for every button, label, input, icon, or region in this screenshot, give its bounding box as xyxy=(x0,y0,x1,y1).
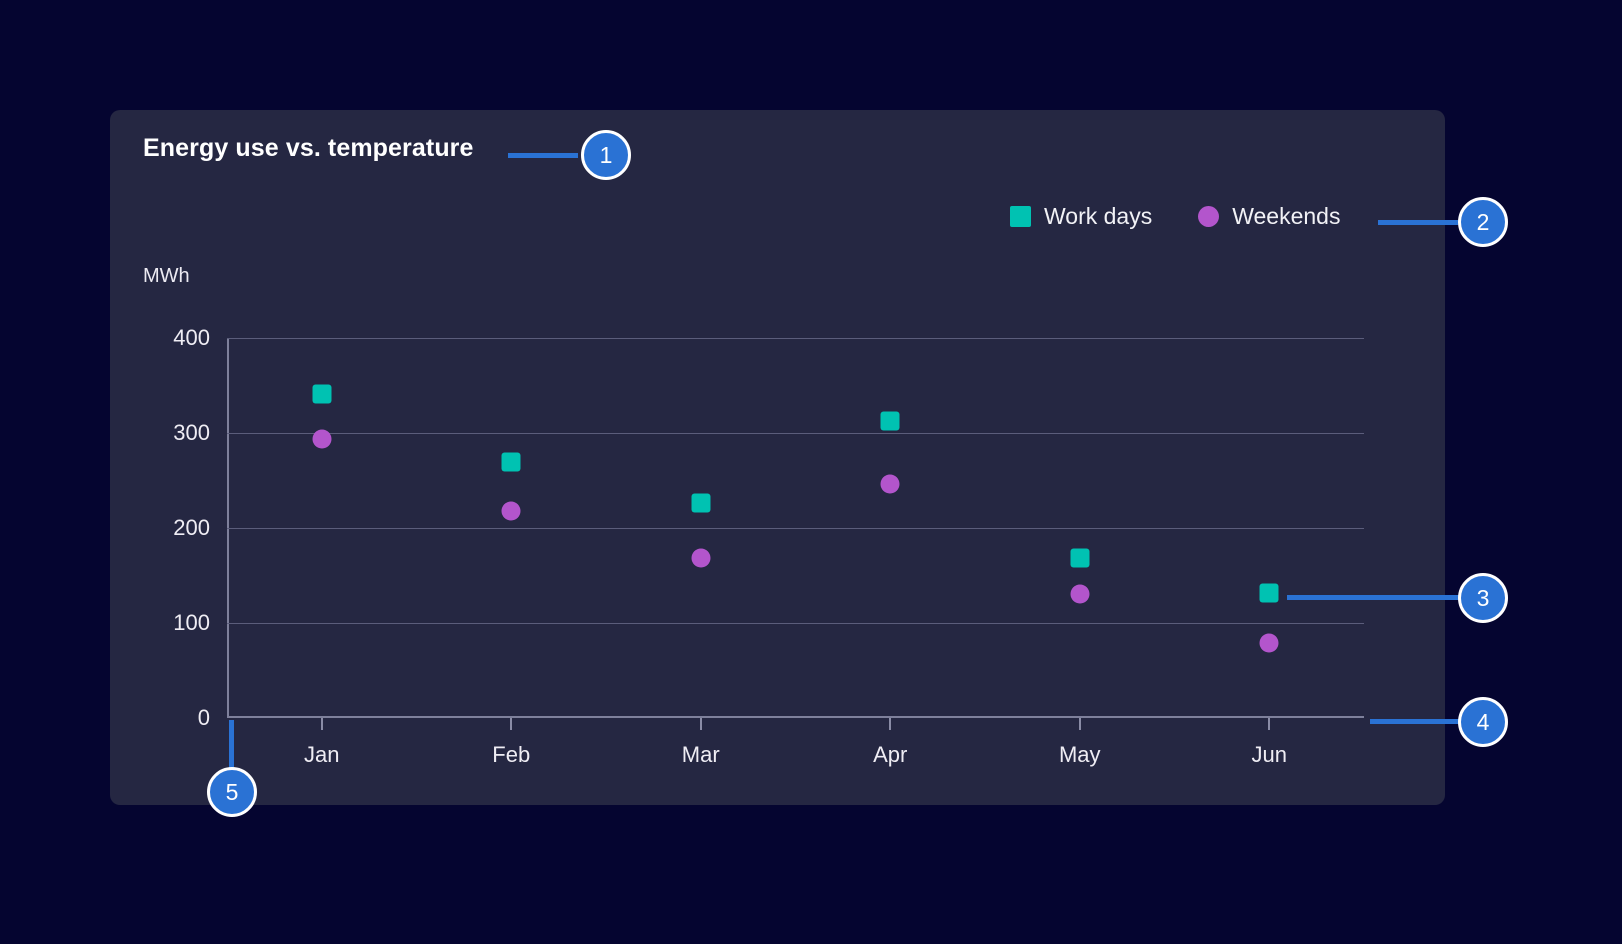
gridline xyxy=(227,623,1364,624)
gridline xyxy=(227,433,1364,434)
plot-area: 0 100 200 300 400 Jan Feb Mar Apr May Jun xyxy=(173,325,1364,767)
circle-icon xyxy=(1198,206,1220,227)
data-point-jun-work-days[interactable] xyxy=(1259,583,1279,603)
callout-leader-line xyxy=(1287,595,1459,600)
x-axis-tick-label: Jun xyxy=(1251,742,1287,767)
y-axis-tick-label: 100 xyxy=(173,610,210,635)
square-icon xyxy=(1010,206,1031,227)
y-axis-tick-label: 400 xyxy=(173,325,210,350)
data-point-may-work-days[interactable] xyxy=(1070,548,1090,568)
x-axis-tick-label: May xyxy=(1058,742,1101,767)
data-point-jan-work-days[interactable] xyxy=(312,384,332,404)
x-axis-tick-label: Jan xyxy=(304,742,340,767)
y-axis-unit-label: MWh xyxy=(143,265,190,287)
data-point-may-weekends[interactable] xyxy=(1070,584,1090,604)
data-point-mar-weekends[interactable] xyxy=(691,548,711,568)
legend-item-label: Work days xyxy=(1044,203,1153,229)
x-axis-tick-mark xyxy=(510,718,513,730)
callout-badge-1[interactable]: 1 xyxy=(581,130,631,180)
x-axis-tick-mark xyxy=(889,718,892,730)
x-axis-tick-mark xyxy=(1268,718,1271,730)
callout-badge-5[interactable]: 5 xyxy=(207,767,257,817)
data-point-feb-work-days[interactable] xyxy=(501,452,521,472)
data-point-apr-work-days[interactable] xyxy=(880,411,900,431)
gridline xyxy=(227,528,1364,529)
callout-badge-4[interactable]: 4 xyxy=(1458,697,1508,747)
x-axis-tick-label: Apr xyxy=(873,742,908,767)
y-axis-tick-label: 0 xyxy=(197,705,210,730)
data-point-jan-weekends[interactable] xyxy=(312,429,332,449)
y-axis-tick-label: 300 xyxy=(173,420,210,445)
x-axis-tick-label: Feb xyxy=(492,742,531,767)
page-title: Energy use vs. temperature xyxy=(143,134,474,162)
data-point-jun-weekends[interactable] xyxy=(1259,633,1279,653)
x-axis-line xyxy=(227,716,1364,718)
callout-leader-line xyxy=(1370,719,1460,724)
legend-item-label: Weekends xyxy=(1232,203,1341,229)
callout-badge-2[interactable]: 2 xyxy=(1458,197,1508,247)
callout-leader-line xyxy=(1378,220,1458,225)
data-point-feb-weekends[interactable] xyxy=(501,501,521,521)
x-axis-tick-mark xyxy=(320,718,323,730)
y-axis-tick-label: 200 xyxy=(173,515,210,540)
data-point-mar-work-days[interactable] xyxy=(691,493,711,513)
callout-leader-line xyxy=(229,720,234,768)
data-point-apr-weekends[interactable] xyxy=(880,474,900,494)
chart-card: Energy use vs. temperature Work days Wee… xyxy=(110,110,1445,805)
chart-legend: Work days Weekends xyxy=(1010,203,1340,230)
x-axis-tick-mark xyxy=(699,718,702,730)
legend-item-work-days[interactable]: Work days xyxy=(1010,203,1152,230)
callout-leader-line xyxy=(508,153,578,158)
x-axis-tick-label: Mar xyxy=(681,742,720,767)
x-axis-tick-mark xyxy=(1078,718,1081,730)
legend-item-weekends[interactable]: Weekends xyxy=(1198,203,1340,230)
callout-badge-3[interactable]: 3 xyxy=(1458,573,1508,623)
gridline xyxy=(227,338,1364,339)
